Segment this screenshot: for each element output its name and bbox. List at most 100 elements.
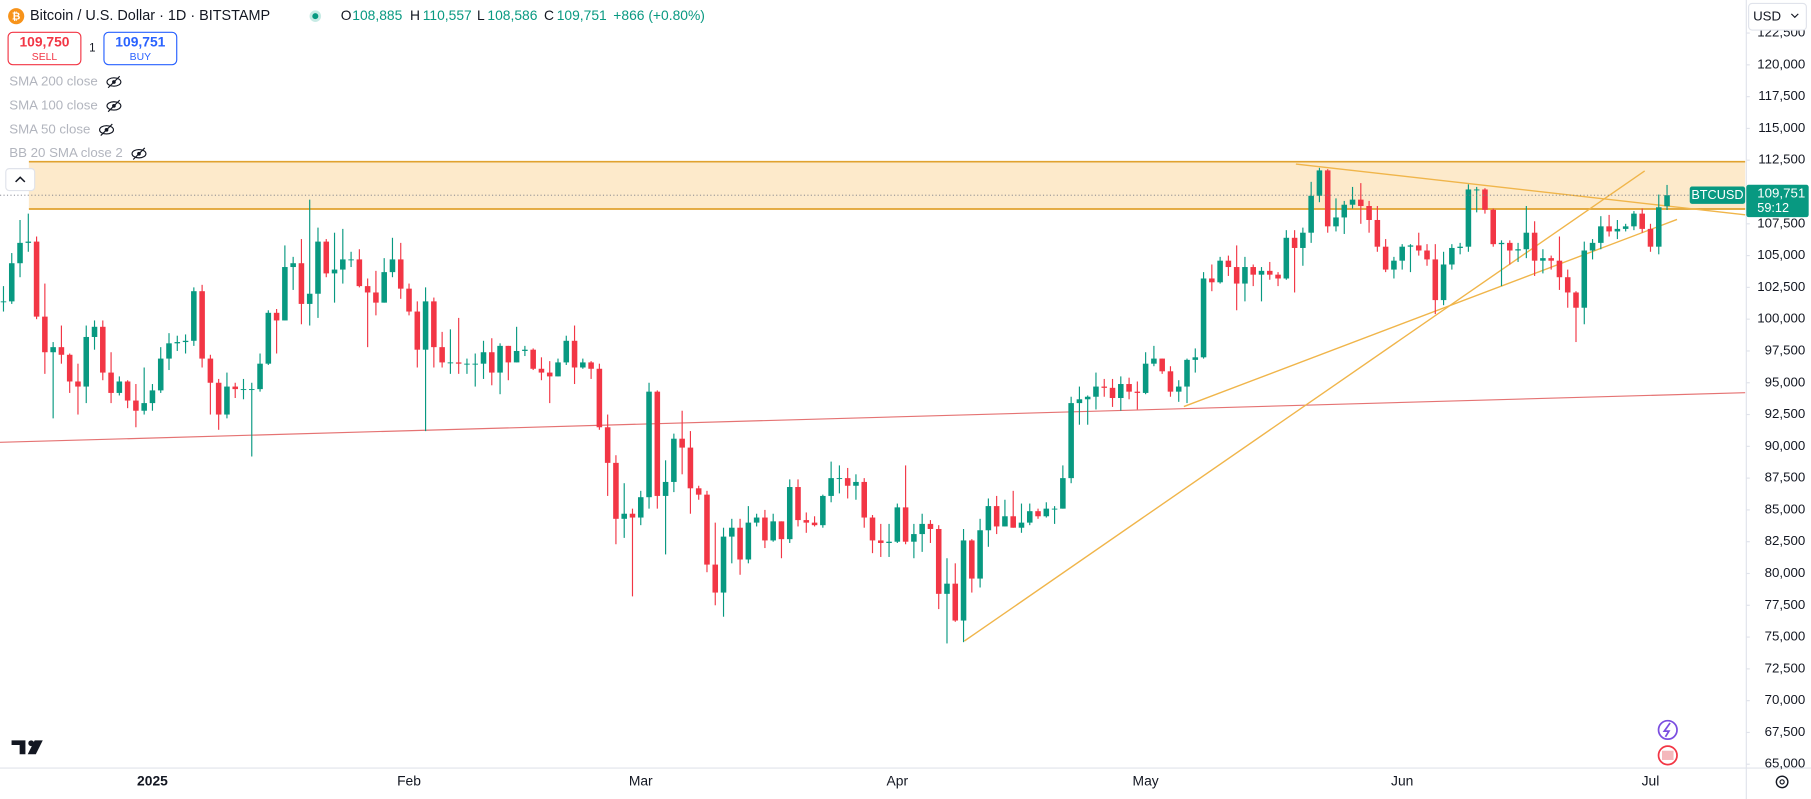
- candle-body: [431, 301, 437, 348]
- candle-body: [66, 354, 73, 382]
- candle-body: [1026, 511, 1033, 523]
- candle-body: [1556, 260, 1563, 278]
- candle-body: [1035, 511, 1041, 517]
- visibility-icon[interactable]: [131, 148, 147, 159]
- candle-body: [1523, 232, 1530, 250]
- visibility-icon[interactable]: [99, 125, 115, 135]
- currency-chevron[interactable]: [1790, 13, 1799, 19]
- sell-button[interactable]: 109,750 SELL: [7, 31, 82, 66]
- candle-body: [422, 301, 429, 350]
- candle-body: [1018, 522, 1025, 528]
- buy-price[interactable]: 109,751: [115, 33, 165, 49]
- candle-body: [215, 382, 222, 415]
- candle-body: [8, 263, 15, 302]
- currency-button[interactable]: USD: [1748, 2, 1807, 31]
- candle-body: [1250, 267, 1256, 275]
- settings-icon-center[interactable]: [1779, 779, 1785, 785]
- candle-body: [1473, 189, 1480, 191]
- candle-body: [1109, 387, 1116, 399]
- candle-body: [1051, 508, 1058, 510]
- candle-body: [1449, 247, 1455, 265]
- buy-button[interactable]: 109,751 BUY: [103, 31, 178, 66]
- candle-body: [1225, 260, 1232, 268]
- candle-body: [1358, 199, 1364, 206]
- candle-body: [42, 316, 48, 353]
- visibility-icon[interactable]: [106, 101, 122, 111]
- candle-body: [1482, 189, 1488, 210]
- collapse-chevron[interactable]: [15, 176, 26, 183]
- collapse-button[interactable]: [5, 168, 36, 192]
- y-tick-label: 87,500: [1765, 470, 1806, 485]
- collapse-box[interactable]: [5, 168, 36, 192]
- candle-body: [199, 291, 205, 359]
- buy-button-box[interactable]: [103, 31, 178, 66]
- candle-body: [1349, 199, 1356, 205]
- candle-body: [629, 513, 636, 518]
- y-tick-label: 72,500: [1765, 660, 1806, 675]
- candle-body: [1333, 217, 1339, 227]
- candle-body: [1200, 278, 1207, 358]
- currency-box[interactable]: [1748, 2, 1807, 31]
- events-icon[interactable]: [1657, 719, 1678, 741]
- candle-body: [1465, 189, 1472, 247]
- y-tick-label: 92,500: [1765, 406, 1806, 421]
- candle-body: [50, 347, 56, 353]
- visibility-icon[interactable]: [132, 147, 146, 160]
- candle-body: [1341, 204, 1348, 218]
- candle-body: [356, 259, 363, 287]
- candle-body: [116, 381, 123, 393]
- candle-body: [455, 362, 462, 364]
- candle-body: [1275, 274, 1281, 279]
- candle-body: [811, 522, 818, 526]
- buy-label[interactable]: BUY: [130, 52, 151, 63]
- candle-body: [1606, 226, 1612, 232]
- candle-body: [1498, 242, 1505, 245]
- candle-body: [489, 352, 495, 373]
- candle-body: [729, 527, 735, 537]
- candle-body: [538, 368, 545, 373]
- visibility-icon[interactable]: [106, 77, 122, 87]
- candle-body: [1076, 399, 1083, 404]
- candle-body: [464, 363, 470, 365]
- sell-price[interactable]: 109,750: [19, 33, 69, 49]
- candle-body: [1573, 292, 1579, 308]
- candle-body: [1647, 228, 1654, 247]
- candle-body: [662, 481, 669, 496]
- candle-body: [1142, 363, 1149, 393]
- y-tick-label: 115,000: [1758, 120, 1805, 135]
- flag-icon[interactable]: [1661, 750, 1674, 760]
- trendline: [964, 170, 1646, 642]
- candle-body: [836, 478, 843, 480]
- visibility-icon[interactable]: [107, 75, 121, 89]
- tradingview-logo: [11, 740, 43, 755]
- visibility-icon[interactable]: [100, 123, 113, 137]
- x-tick-label: Feb: [397, 773, 421, 789]
- settings-icon[interactable]: [1775, 775, 1789, 789]
- candle-body: [828, 478, 834, 496]
- candle-body: [886, 541, 892, 543]
- sell-label[interactable]: SELL: [32, 52, 58, 63]
- candle-body: [803, 520, 810, 523]
- candle-body: [257, 363, 263, 390]
- high-value: 110,557: [423, 7, 472, 23]
- currency-label[interactable]: USD: [1753, 8, 1781, 23]
- events-icon-bolt[interactable]: [1662, 722, 1671, 738]
- candle-body: [671, 438, 677, 482]
- candle-body: [1291, 237, 1298, 248]
- candle-body: [1440, 264, 1447, 301]
- candle-body: [414, 311, 421, 350]
- candle-body: [588, 362, 594, 369]
- quantity: 1: [89, 43, 95, 55]
- bitcoin-icon: [8, 8, 25, 25]
- candle-body: [331, 269, 338, 274]
- candle-body: [993, 506, 1000, 527]
- candle-body: [853, 481, 859, 486]
- y-tick-label: 90,000: [1765, 438, 1806, 453]
- candle-body: [381, 272, 387, 303]
- candle-body: [1043, 508, 1050, 517]
- sell-button-box[interactable]: [7, 31, 82, 66]
- y-tick-label: 117,500: [1758, 88, 1805, 103]
- visibility-icon[interactable]: [107, 99, 121, 113]
- candle-body: [1010, 516, 1016, 528]
